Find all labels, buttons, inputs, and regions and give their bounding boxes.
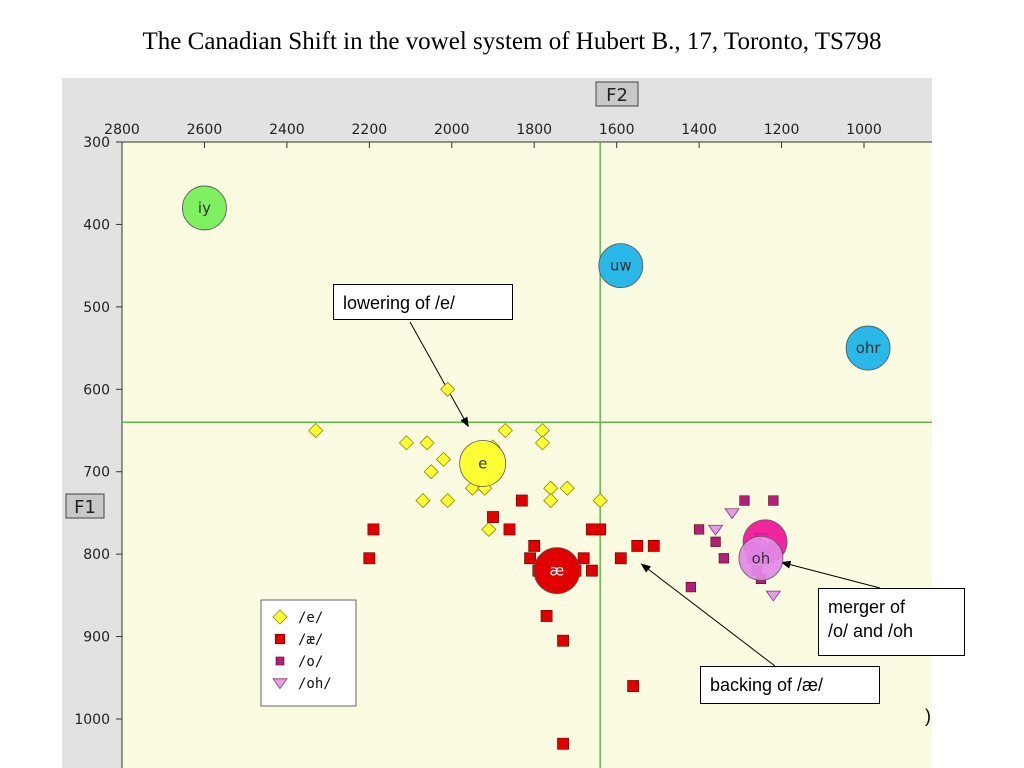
annotation-arrow (780, 560, 881, 589)
mean-circle-e (459, 440, 507, 487)
data-point-oh (724, 508, 740, 520)
x-tick-label: 1000 (846, 122, 882, 138)
mean-label-ae: æ (550, 562, 565, 580)
legend-marker-o (275, 656, 285, 666)
y-tick-label: 600 (83, 382, 110, 398)
y-tick-label: 800 (83, 547, 110, 563)
legend-marker-ae (274, 633, 286, 645)
f2-label-box (595, 81, 639, 107)
data-point-ae (528, 539, 541, 552)
legend-label: /o/ (298, 654, 323, 670)
legend-marker-oh (272, 678, 288, 690)
data-point-e (423, 464, 439, 480)
x-tick-label: 2000 (434, 122, 470, 138)
data-point-o (694, 524, 705, 535)
x-tick-label: 1600 (599, 122, 635, 138)
data-point-ae (614, 552, 627, 565)
data-point-oh (765, 590, 782, 602)
data-point-o (739, 495, 750, 506)
data-point-e (481, 521, 497, 537)
f2-label: F2 (606, 85, 628, 106)
data-point-ae (647, 539, 660, 552)
y-tick-label: 500 (83, 300, 110, 316)
data-point-e (415, 492, 431, 509)
data-point-e (440, 492, 456, 509)
data-point-ae (557, 737, 569, 750)
x-tick-label: 2600 (187, 122, 223, 138)
data-point-e (308, 422, 324, 439)
annotation-merger-line1: merger of (828, 597, 906, 617)
y-tick-label: 1000 (74, 712, 110, 728)
mean-label-ohr: ohr (856, 339, 882, 357)
legend-label: /æ/ (298, 632, 323, 648)
legend-label: /oh/ (298, 676, 332, 692)
data-point-e (435, 451, 452, 467)
data-point-oh (707, 524, 724, 536)
data-point-ae (586, 564, 598, 577)
data-point-o (710, 536, 721, 547)
data-point-ae (363, 552, 376, 565)
data-point-e (497, 422, 513, 439)
data-point-e (419, 435, 435, 451)
data-point-o (685, 582, 696, 593)
mean-label-mean_oh: oh (752, 549, 771, 567)
data-point-e (543, 492, 559, 509)
y-tick-label: 900 (83, 630, 110, 646)
plot-area (122, 142, 932, 768)
x-tick-label: 2800 (104, 122, 140, 138)
data-point-e (592, 492, 608, 509)
data-point-ae (540, 610, 553, 622)
mean-label-e: e (478, 454, 487, 472)
data-point-ae (557, 634, 569, 647)
legend: /e/ /æ/ /o/ /oh/ (260, 599, 357, 707)
y-tick-label: 700 (83, 465, 110, 481)
y-tick-label: 300 (83, 135, 110, 151)
x-tick-label: 2400 (269, 122, 305, 138)
mean-circle-ae (533, 547, 581, 595)
annotation-arrow (409, 321, 469, 428)
data-point-ae (515, 494, 528, 507)
x-tick-label: 2200 (352, 122, 388, 138)
data-point-ae (524, 552, 536, 565)
legend-label: /e/ (298, 610, 323, 626)
slide-title: The Canadian Shift in the vowel system o… (142, 28, 882, 55)
mean-label-uw: uw (610, 257, 632, 275)
data-point-e (534, 435, 551, 451)
x-tick-label: 1800 (516, 122, 552, 138)
data-point-ae (367, 523, 380, 536)
annotation-merger: merger of /o/ and /oh (818, 588, 965, 656)
y-tick-label: 400 (83, 217, 110, 233)
data-point-ae (487, 511, 499, 523)
mean-circle-ohr (845, 325, 891, 371)
data-point-ae (631, 539, 644, 552)
mean-circle-uw (598, 243, 644, 289)
x-tick-label: 1400 (681, 122, 717, 138)
data-point-ae (503, 523, 516, 536)
cut-off-text: ) (925, 706, 931, 726)
f1-label-box (65, 493, 105, 519)
data-point-o (718, 553, 729, 564)
annotation-merger-line2: /o/ and /oh (828, 621, 914, 641)
annotation-lowering: lowering of /e/ (333, 284, 513, 320)
data-point-e (559, 480, 575, 496)
annotation-arrow (640, 563, 776, 667)
data-point-e (398, 435, 414, 451)
data-point-e (440, 381, 456, 397)
mean-label-iy: iy (198, 199, 211, 217)
data-point-ae (586, 523, 598, 536)
annotation-backing: backing of /æ/ (700, 666, 880, 704)
mean-circle-iy (182, 185, 227, 231)
mean-circle-mean_oh (738, 535, 784, 581)
data-point-ae (627, 680, 640, 692)
x-tick-label: 1200 (764, 122, 800, 138)
f1-label: F1 (74, 497, 96, 518)
legend-marker-e (272, 609, 288, 625)
data-point-ae (577, 552, 590, 565)
data-point-o (768, 495, 779, 506)
